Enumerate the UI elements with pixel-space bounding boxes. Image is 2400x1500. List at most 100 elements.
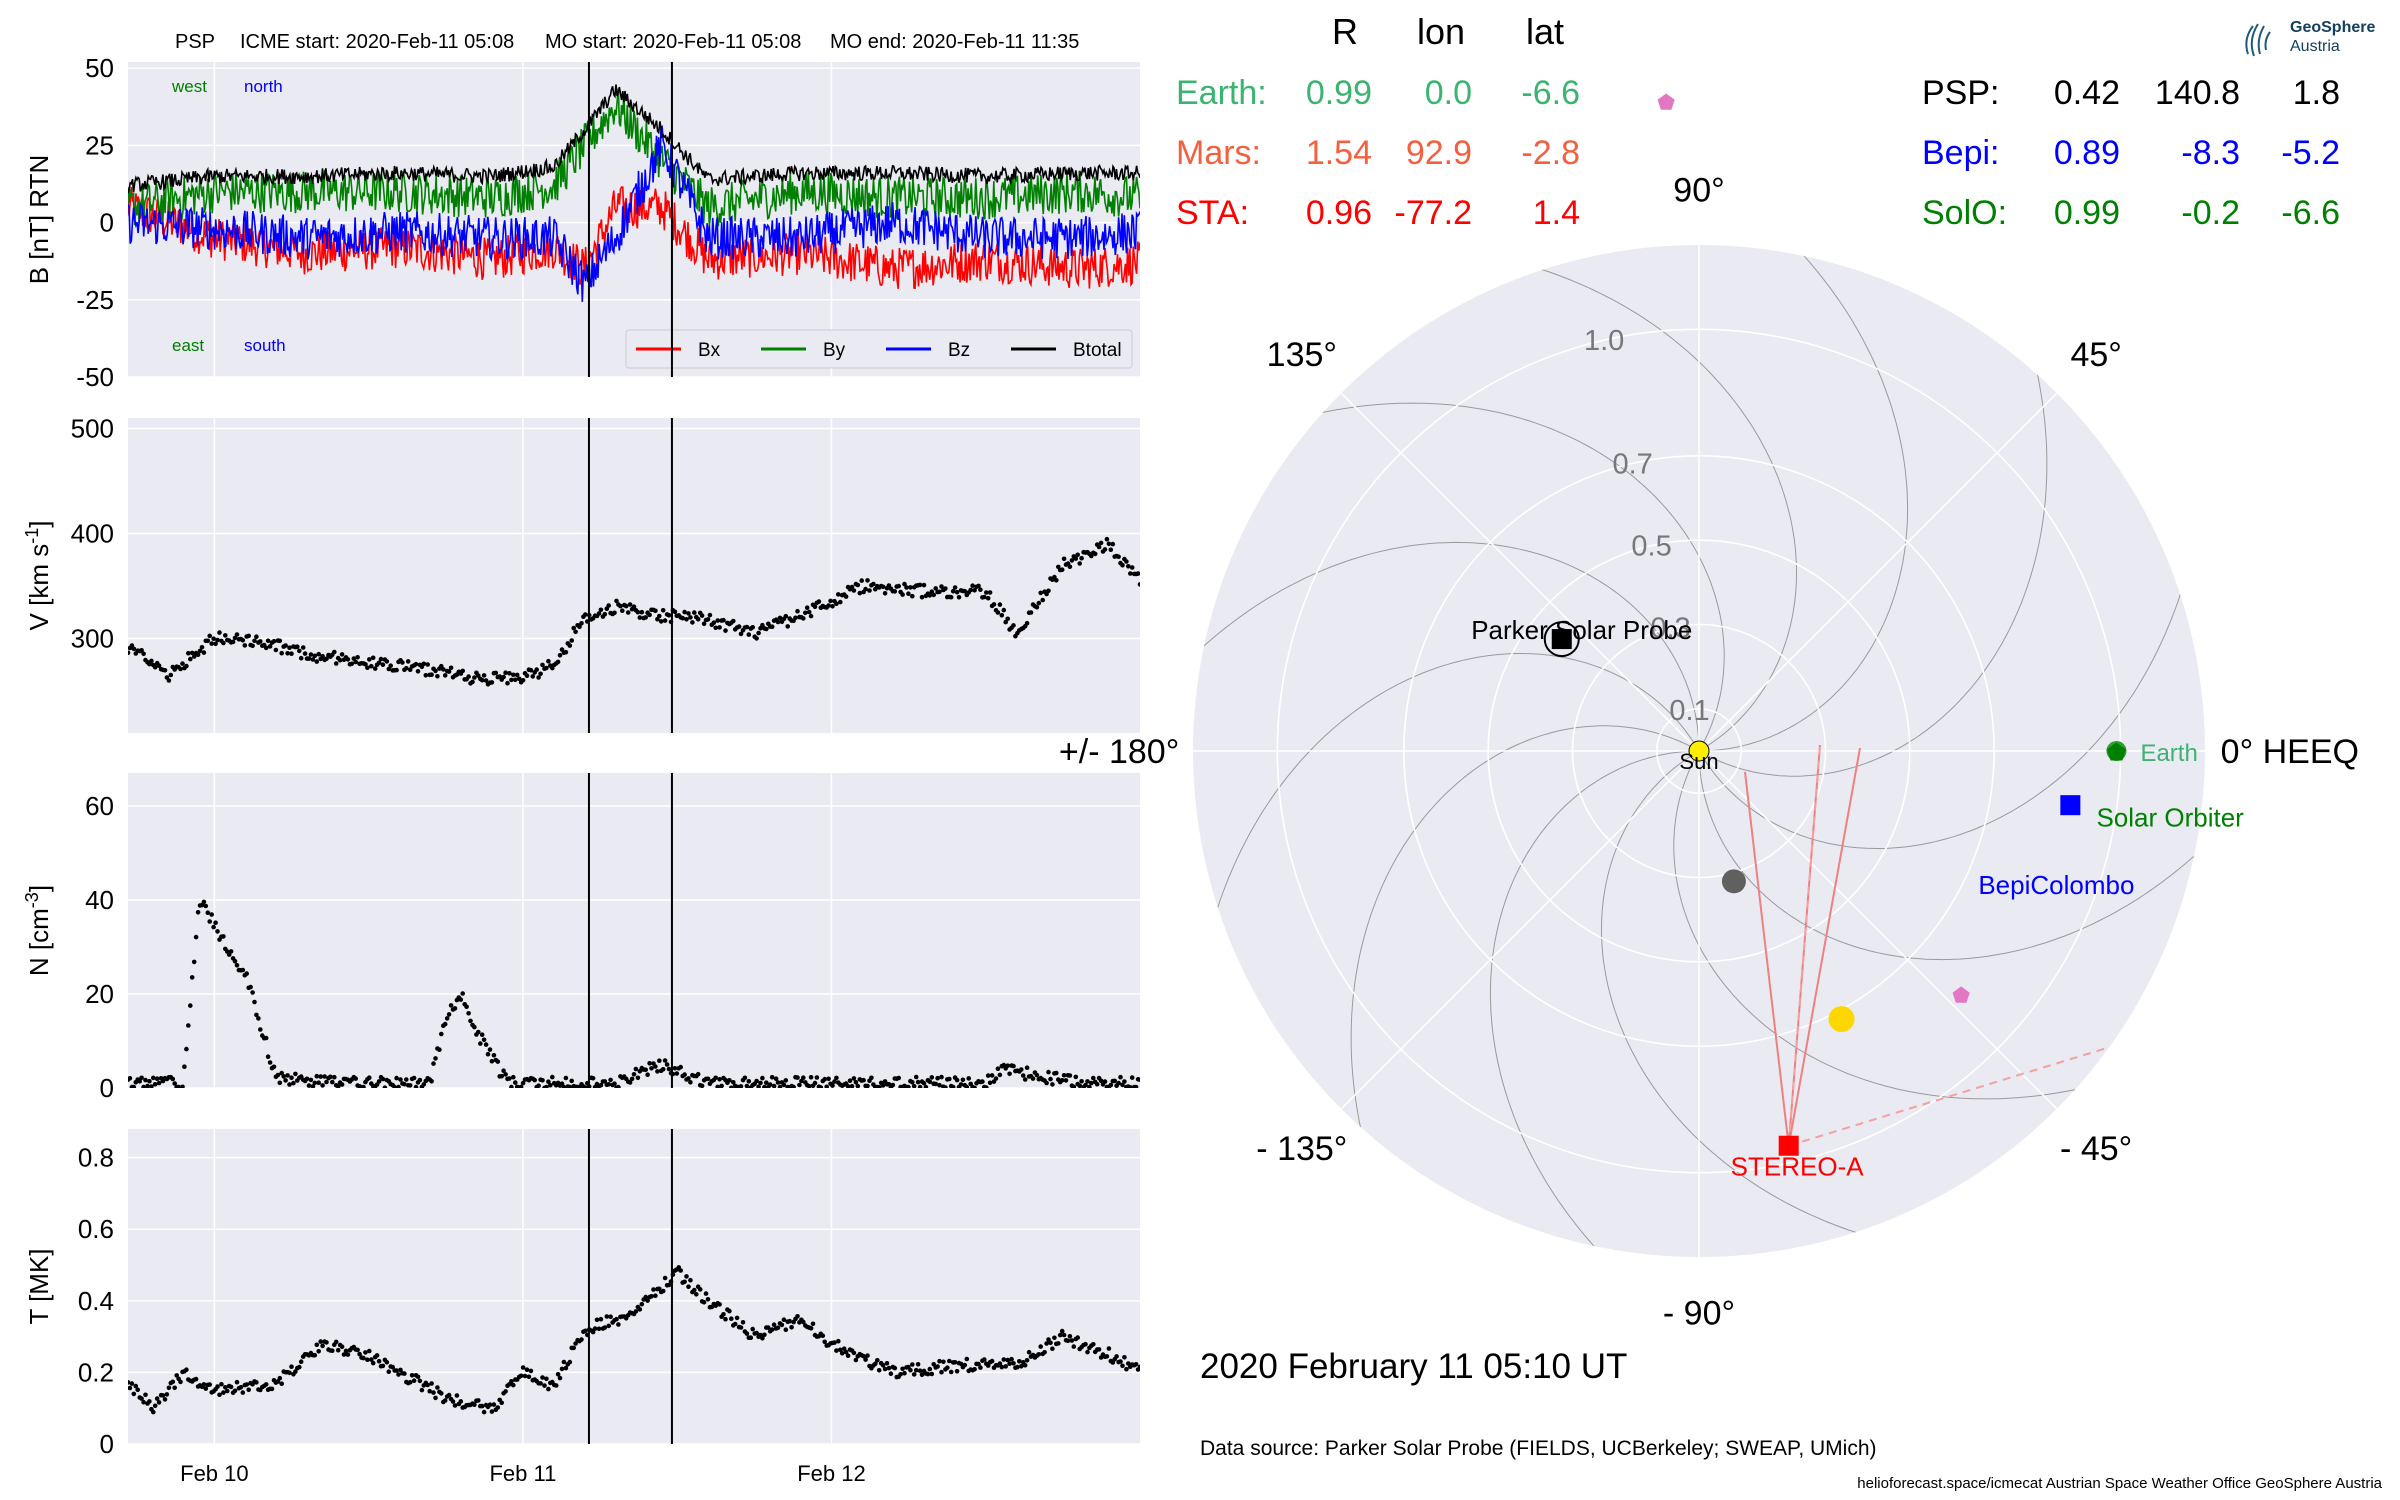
marker-parker-solar-probe <box>1551 629 1572 650</box>
data-point <box>886 1365 892 1371</box>
data-point <box>766 1325 771 1330</box>
data-point <box>791 1084 796 1088</box>
data-point <box>943 586 948 591</box>
data-point <box>407 1083 413 1088</box>
data-point <box>1022 1363 1028 1368</box>
data-point <box>756 1084 761 1088</box>
data-point <box>501 1068 506 1073</box>
y-tick-label: 500 <box>71 414 114 444</box>
data-point <box>481 1409 487 1415</box>
data-point <box>168 672 174 678</box>
data-point <box>962 588 968 594</box>
data-point <box>970 583 975 588</box>
data-point <box>293 1071 298 1077</box>
data-point <box>476 673 481 678</box>
data-point <box>896 583 901 589</box>
data-point <box>1017 1359 1022 1364</box>
data-point <box>567 643 573 648</box>
data-point <box>128 650 131 656</box>
data-point <box>489 1409 495 1414</box>
data-point <box>781 1082 787 1088</box>
data-point <box>308 652 314 657</box>
panel-data <box>128 84 1140 302</box>
data-point <box>297 1364 302 1370</box>
data-point <box>378 656 384 662</box>
data-point <box>851 1350 857 1356</box>
polar-r-tick-label: 0.3 <box>1650 613 1690 645</box>
data-point <box>470 679 475 685</box>
data-point <box>489 1059 495 1064</box>
data-point <box>653 608 658 614</box>
data-point <box>1133 1084 1139 1088</box>
data-point <box>1024 620 1030 626</box>
data-point <box>666 1282 672 1288</box>
data-point <box>1133 1362 1139 1367</box>
data-point <box>540 662 545 668</box>
data-point <box>189 975 195 980</box>
data-point <box>152 1403 158 1409</box>
data-point <box>320 1343 325 1349</box>
data-point <box>312 653 318 659</box>
data-point <box>684 1274 689 1279</box>
data-point <box>976 583 981 589</box>
data-point <box>960 1077 966 1083</box>
data-point <box>269 1386 275 1392</box>
data-point <box>149 1084 154 1088</box>
data-point <box>559 1081 565 1086</box>
data-point <box>335 1347 341 1353</box>
data-point <box>310 1084 316 1088</box>
data-point <box>845 1353 851 1358</box>
data-point <box>152 665 158 670</box>
data-point <box>1112 1078 1117 1084</box>
legend-box <box>625 329 1133 369</box>
data-point <box>478 1041 483 1046</box>
table-left-name: Mars: <box>1176 134 1261 172</box>
data-point <box>614 1316 619 1322</box>
y-axis-label-base: V [km s <box>24 544 54 631</box>
data-point <box>838 599 843 605</box>
data-point <box>316 1080 322 1085</box>
data-point <box>184 1367 189 1372</box>
data-point <box>1128 571 1133 576</box>
data-point <box>442 1021 448 1027</box>
data-point <box>808 1326 814 1331</box>
data-point <box>332 1074 337 1080</box>
data-point <box>882 591 888 596</box>
spiral-field-line <box>1350 725 1700 1156</box>
data-point <box>1128 1085 1133 1088</box>
y-tick-label: 0 <box>100 1429 114 1459</box>
data-point <box>180 661 185 666</box>
data-point <box>365 665 370 670</box>
data-point <box>639 609 645 615</box>
data-point <box>1120 1363 1125 1369</box>
data-point <box>649 1066 654 1071</box>
data-point <box>189 650 195 656</box>
data-point <box>1048 1340 1053 1346</box>
panel-2: 300 400 500 V [km s-1] <box>22 414 1140 733</box>
data-point <box>674 1071 680 1076</box>
data-point <box>330 1348 335 1353</box>
data-point <box>429 1381 434 1386</box>
data-point <box>695 617 701 622</box>
data-point <box>997 1361 1003 1366</box>
data-point <box>141 1084 146 1088</box>
data-point <box>491 1402 497 1407</box>
data-point <box>143 1392 148 1398</box>
data-point <box>826 1076 831 1082</box>
data-point <box>781 1317 787 1322</box>
data-point <box>532 1077 537 1083</box>
data-point <box>569 638 574 643</box>
data-point <box>1044 1080 1049 1086</box>
data-point <box>398 1367 403 1373</box>
data-point <box>865 1353 870 1358</box>
data-point <box>995 1066 1001 1071</box>
y-tick-label: 0.6 <box>78 1214 114 1244</box>
data-point <box>933 586 938 591</box>
data-point <box>129 1381 135 1386</box>
data-point <box>577 624 582 630</box>
data-point <box>594 1317 600 1323</box>
data-point <box>263 1035 269 1041</box>
data-point <box>793 615 798 621</box>
data-point <box>787 1318 792 1324</box>
data-point <box>217 1392 222 1398</box>
